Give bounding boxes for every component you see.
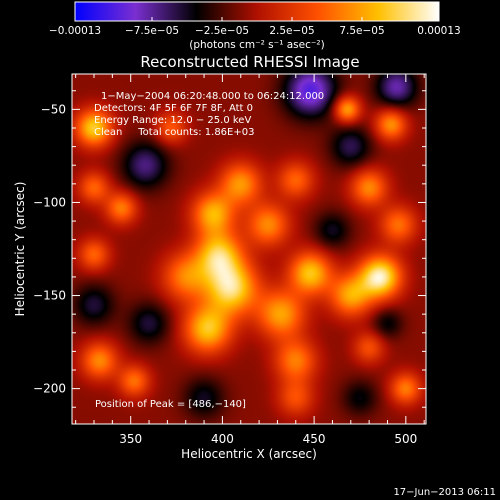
y-tick-label: −200 — [33, 382, 66, 396]
colorbar-tick-label: 7.5e−05 — [339, 25, 384, 37]
detectors-annotation: Detectors: 4F 5F 6F 7F 8F, Att 0 — [94, 103, 253, 114]
colorbar-tick-label: 0.00013 — [417, 25, 460, 37]
colorbar-tick-label: −2.5e−05 — [195, 25, 249, 37]
x-axis-label: Heliocentric X (arcsec) — [181, 447, 317, 461]
x-tick-label: 500 — [394, 432, 417, 446]
y-tick-label: −50 — [41, 102, 66, 116]
heatmap-image — [72, 74, 426, 424]
generation-timestamp: 17−Jun−2013 06:11 — [393, 487, 496, 498]
axis-ticks: 350 400 450 500 −50 −100 −150 −200 — [33, 74, 426, 446]
peak-position-annotation: Position of Peak = [486,−140] — [95, 399, 246, 410]
y-axis-label: Heliocentric Y (arcsec) — [13, 182, 27, 317]
colorbar-tick-label: −7.5e−05 — [125, 25, 179, 37]
x-tick-label: 400 — [211, 432, 234, 446]
x-tick-label: 350 — [119, 432, 142, 446]
colorbar-tick-label: −0.00013 — [49, 25, 101, 37]
plot-frame — [71, 73, 427, 425]
clean-counts-annotation: Clean Total counts: 1.86E+03 — [94, 127, 254, 138]
y-tick-label: −150 — [33, 289, 66, 303]
x-tick-label: 450 — [303, 432, 326, 446]
colorbar-unit-label: (photons cm⁻² s⁻¹ asec⁻²) — [189, 39, 324, 51]
colorbar-ticks: −0.00013 −7.5e−05 −2.5e−05 2.5e−05 7.5e−05 0.… — [49, 17, 461, 37]
chart-title: Reconstructed RHESSI Image — [140, 53, 359, 71]
energy-range-annotation: Energy Range: 12.0 − 25.0 keV — [94, 115, 251, 126]
y-tick-label: −100 — [33, 195, 66, 209]
time-range-annotation: 1−May−2004 06:20:48.000 to 06:24:12.000 — [101, 91, 324, 102]
colorbar-tick-label: 2.5e−05 — [269, 25, 314, 37]
colorbar — [74, 1, 440, 22]
